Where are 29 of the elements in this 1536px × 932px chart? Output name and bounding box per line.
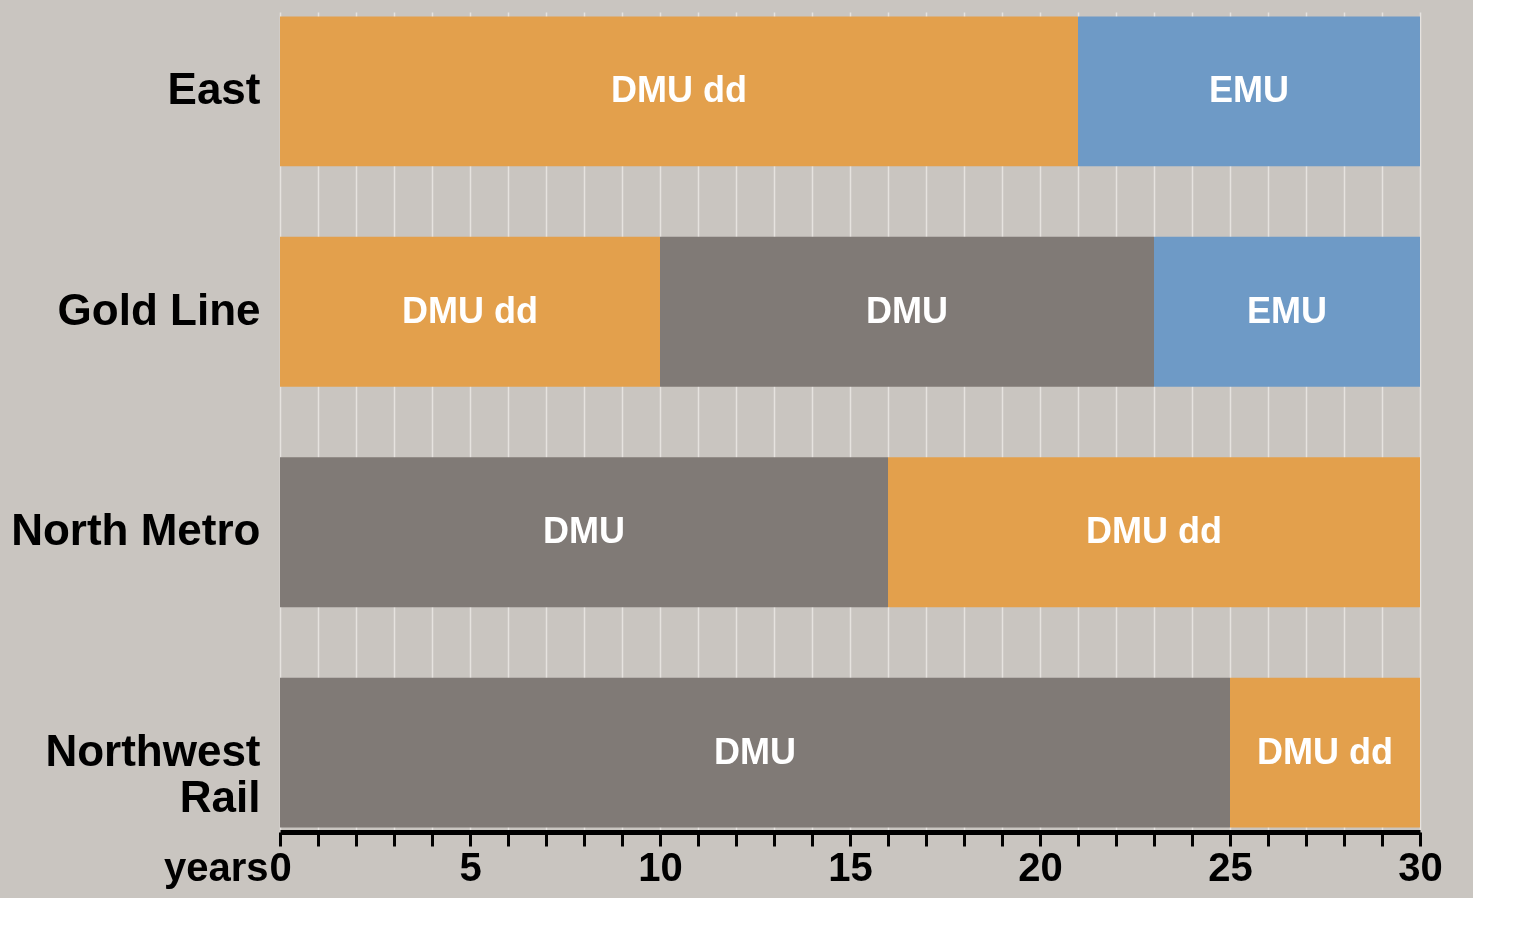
bar bbox=[280, 236, 660, 387]
bar bbox=[660, 236, 1154, 387]
y-tick-label: East bbox=[167, 64, 261, 114]
y-tick-label: Northwest Rail bbox=[45, 725, 261, 821]
y-tick-label: Gold Line bbox=[57, 284, 261, 334]
series-label: DMU dd bbox=[1257, 730, 1393, 772]
x-tick-label: 15 bbox=[828, 844, 873, 889]
text: DMU dd bbox=[402, 289, 538, 331]
series-label: EMU bbox=[1247, 289, 1327, 331]
x-axis-title: years bbox=[163, 844, 269, 889]
text: DMU bbox=[714, 730, 796, 772]
x-tick-label: 30 bbox=[1398, 844, 1443, 889]
x-tick-label: 5 bbox=[459, 844, 482, 889]
bar bbox=[280, 16, 1078, 167]
bar bbox=[888, 457, 1420, 608]
text: DMU bbox=[543, 510, 625, 552]
x-tick-label: 10 bbox=[638, 844, 683, 889]
text: DMU dd bbox=[1086, 510, 1222, 552]
x-tick-label: 20 bbox=[1018, 844, 1063, 889]
bar bbox=[1078, 16, 1420, 167]
x-tick-label: 0 bbox=[269, 844, 292, 889]
y-tick-label: North Metro bbox=[11, 505, 261, 555]
bar bbox=[1230, 677, 1420, 828]
text: DMU dd bbox=[611, 69, 747, 111]
series-label: DMU bbox=[866, 289, 948, 331]
bar bbox=[1154, 236, 1420, 387]
text: EMU bbox=[1209, 69, 1289, 111]
x-tick-label: 25 bbox=[1208, 844, 1253, 889]
bar bbox=[280, 457, 888, 608]
